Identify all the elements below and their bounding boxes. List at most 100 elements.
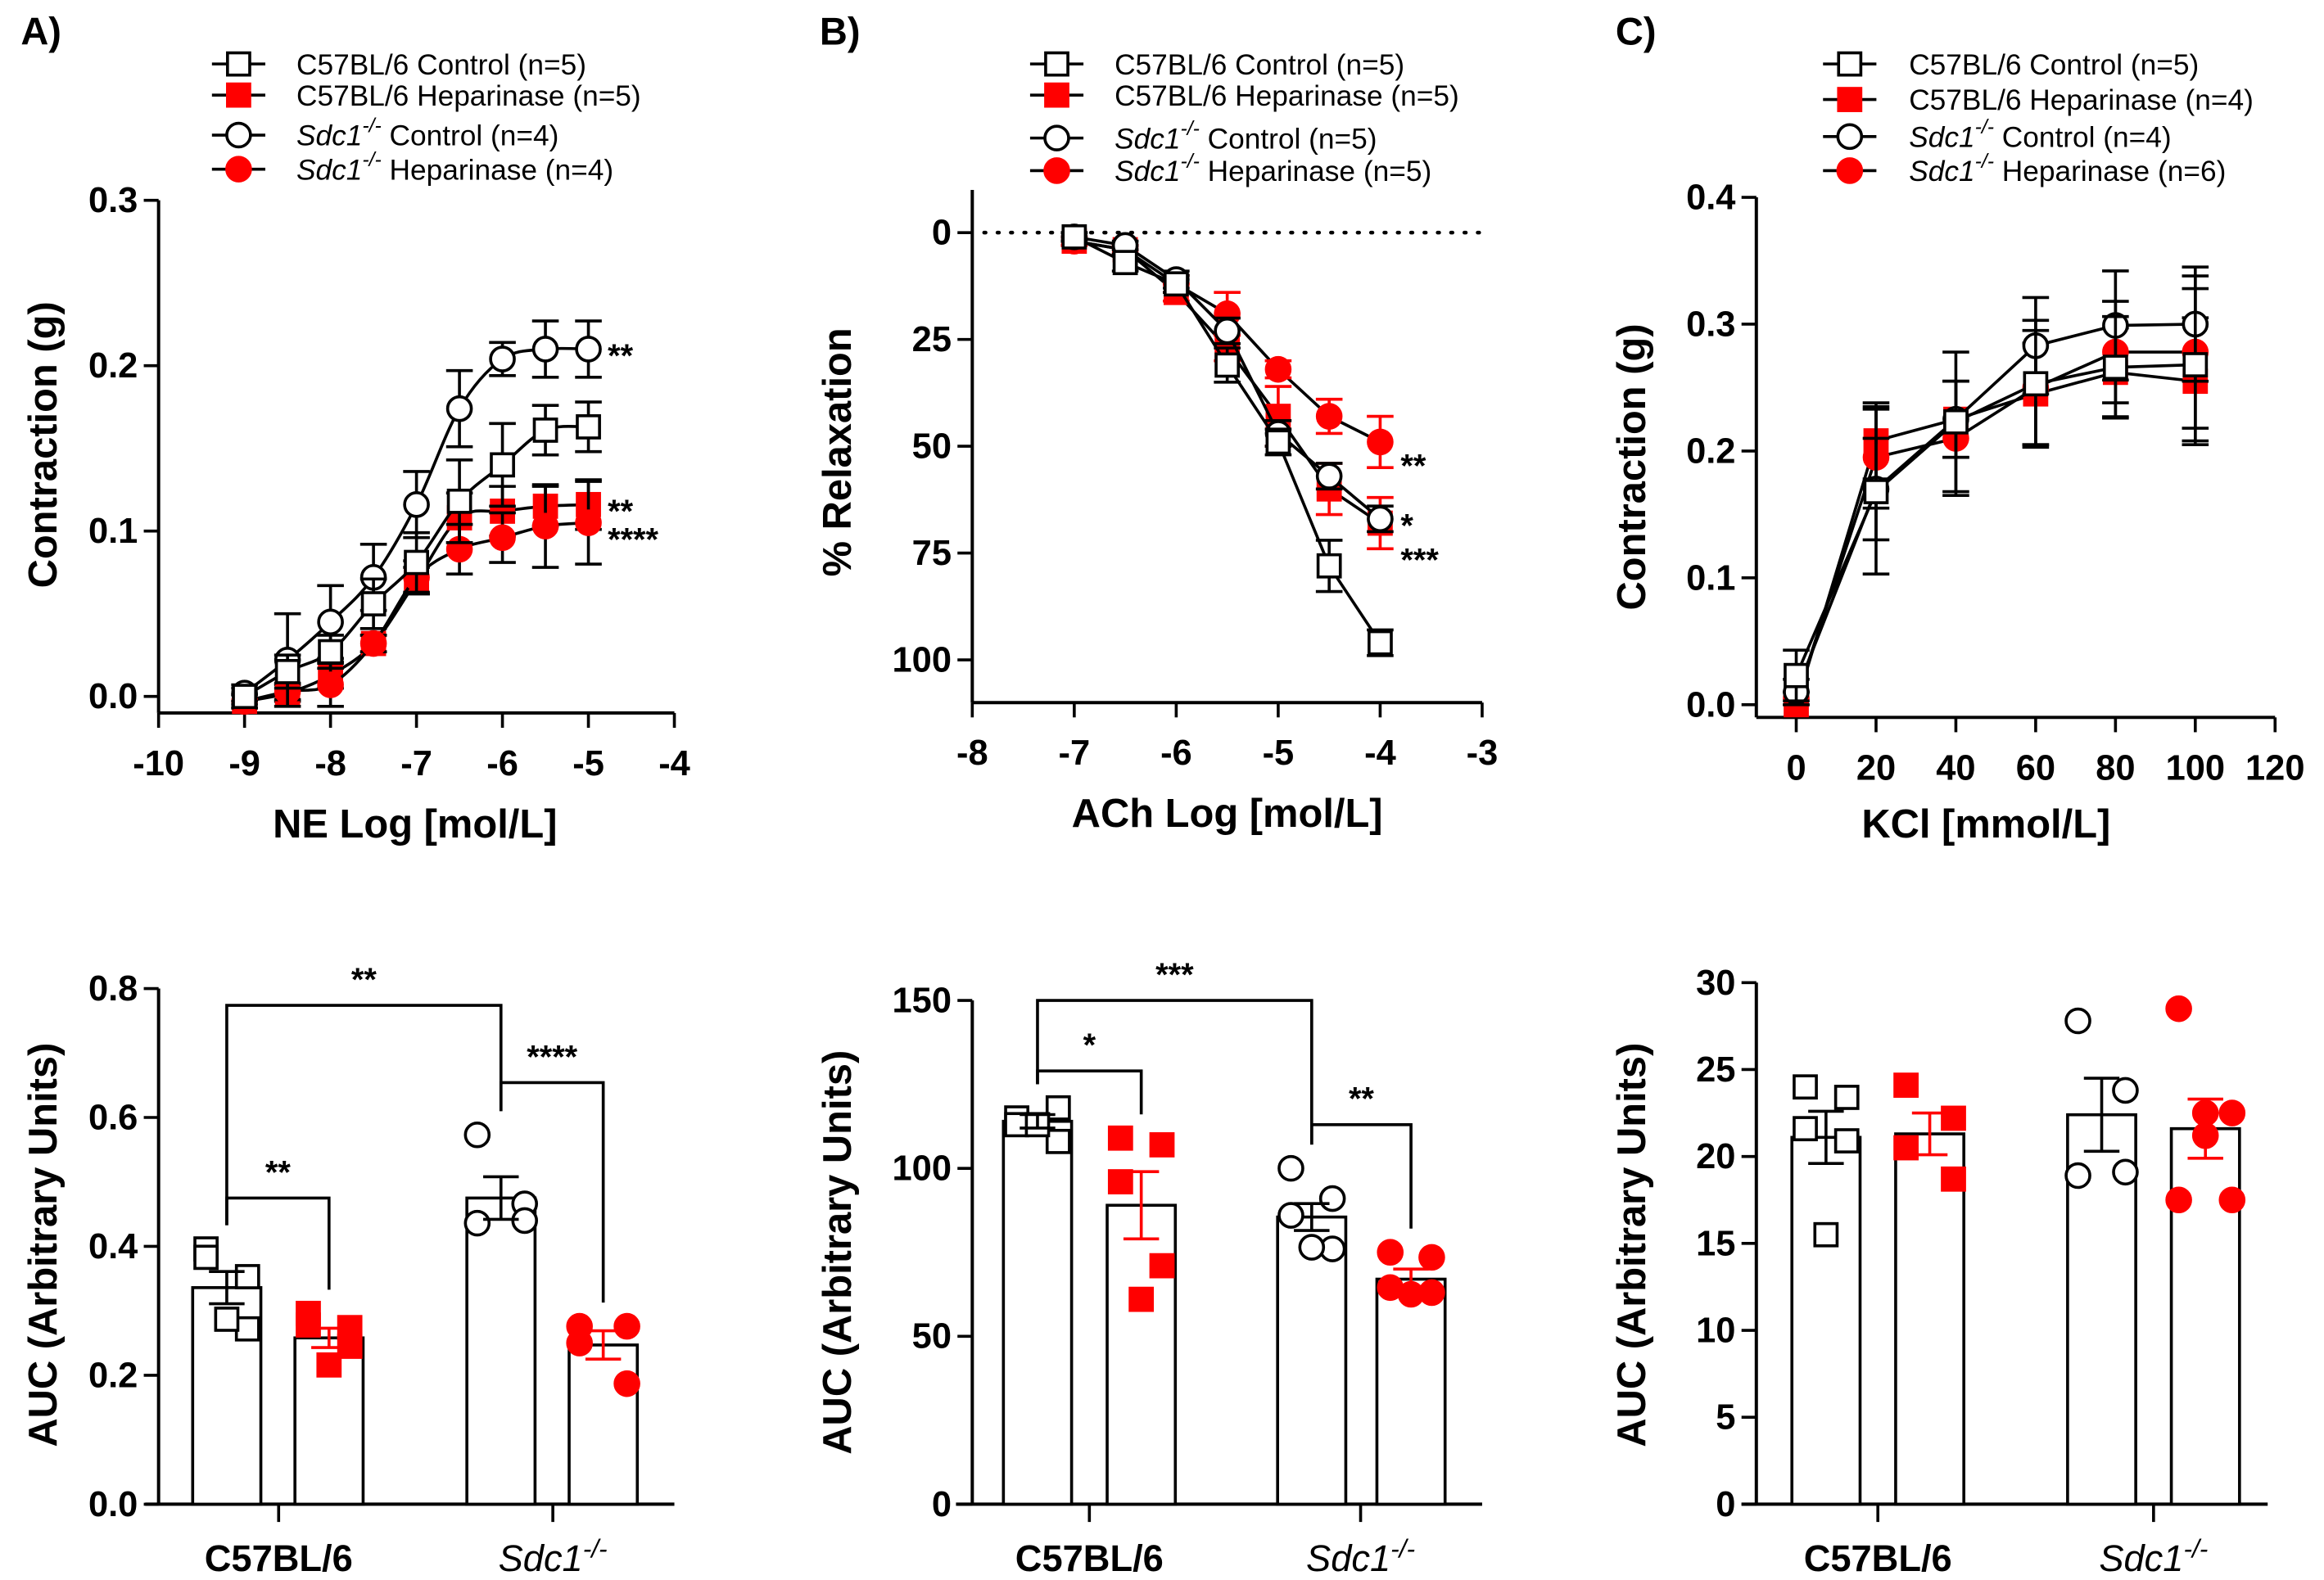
significance-label: ** (351, 962, 377, 998)
series-1 (1783, 316, 2209, 720)
data-point (2023, 371, 2049, 397)
x-tick-label: -8 (956, 734, 988, 773)
data-point (1377, 1239, 1404, 1266)
y-tick-label: 75 (912, 534, 952, 573)
series-0 (1060, 223, 1394, 657)
data-point (1112, 250, 1138, 276)
data-point (296, 1312, 321, 1338)
y-axis-title: Contraction (g) (21, 301, 66, 588)
data-point (2112, 1077, 2139, 1104)
legend-marker (226, 51, 251, 77)
data-point (317, 608, 344, 636)
y-axis-title: AUC (Arbitrary Units) (816, 1050, 860, 1455)
data-point (1061, 223, 1087, 250)
data-point (566, 1329, 593, 1357)
x-tick-label: 120 (2245, 748, 2304, 788)
x-tick-label: -8 (314, 744, 346, 783)
data-point (1367, 428, 1394, 456)
bar (1375, 1277, 1447, 1506)
series-0 (231, 400, 602, 710)
category-label: Sdc1-/- (2099, 1534, 2208, 1579)
category-label-gene: Sdc1 (499, 1537, 583, 1579)
bar-group-2 (463, 1121, 539, 1506)
legend-marker (1836, 123, 1864, 151)
data-point (1315, 403, 1343, 430)
y-tick-label: 0.1 (1686, 558, 1735, 598)
data-point (613, 1370, 640, 1397)
bar-group-1 (1105, 1125, 1178, 1506)
legend-item: Sdc1-/- Control (n=5) (1029, 118, 1377, 155)
bar-group-0 (1001, 1095, 1074, 1506)
y-axis-title: % Relaxation (816, 327, 860, 576)
legend-marker (1044, 82, 1069, 108)
significance-label: ** (608, 494, 633, 530)
category-label: C57BL/6 (205, 1537, 353, 1579)
bar (2169, 1126, 2241, 1506)
data-point (1941, 1166, 1966, 1192)
data-point (531, 336, 559, 363)
data-point (1943, 409, 1969, 435)
x-tick-label: -5 (1263, 734, 1295, 773)
y-tick-label: 0.3 (88, 181, 138, 220)
series-2 (1783, 265, 2209, 706)
legend-label-rest: Control (n=4) (1994, 121, 2172, 153)
data-point (359, 630, 387, 657)
data-point (1941, 1105, 1966, 1131)
legend-label: C57BL/6 Heparinase (n=4) (1909, 84, 2254, 116)
auc-bar-chart-4: 0 50 100 150 C57BL/6 Sdc1-/- AUC (Arbitrary Un… (816, 957, 1482, 1579)
data-point (2218, 1186, 2246, 1214)
x-tick-label: -5 (572, 744, 604, 783)
y-tick-label: 0.2 (88, 1356, 138, 1395)
y-tick-label: 0.4 (1686, 178, 1735, 218)
legend-marker (226, 82, 251, 108)
legend-item: C57BL/6 Heparinase (n=5) (1029, 80, 1459, 112)
data-point (1298, 1234, 1326, 1261)
significance-bracket: ** (1309, 1081, 1413, 1229)
category-label: Sdc1-/- (1306, 1534, 1415, 1579)
legend-label-gene: Sdc1 (1115, 156, 1180, 187)
x-tick-label: 60 (2016, 748, 2055, 788)
data-point (1318, 1185, 1346, 1212)
significance-bracket: ** (225, 1154, 331, 1290)
bar (1790, 1135, 1862, 1506)
category-label-superscript: -/- (1390, 1534, 1415, 1564)
data-point (446, 488, 472, 514)
bar-group-1 (293, 1300, 365, 1506)
data-point (1833, 1085, 1860, 1110)
data-point (1264, 355, 1292, 383)
panel-label: A) (20, 10, 61, 53)
data-point (1149, 1253, 1175, 1279)
y-tick-label: 0.1 (88, 512, 138, 551)
legend-label: C57BL/6 Control (n=5) (296, 49, 586, 81)
data-point (1833, 1128, 1860, 1153)
significance-label: ** (608, 338, 633, 374)
data-point (234, 1316, 260, 1342)
bar (1276, 1215, 1348, 1506)
data-point (193, 1244, 219, 1271)
x-tick-label: -3 (1467, 734, 1499, 773)
data-point (2165, 1186, 2192, 1214)
data-point (489, 524, 516, 552)
data-point (2165, 995, 2192, 1022)
data-point (234, 1264, 260, 1289)
panel-label: B) (820, 10, 861, 53)
data-point (2182, 352, 2209, 377)
bar-group-3 (2165, 995, 2246, 1506)
y-tick-label: 25 (912, 320, 952, 359)
significance-label: **** (608, 521, 658, 558)
category-label: C57BL/6 (1015, 1537, 1164, 1579)
data-point (317, 671, 344, 698)
data-point (2064, 1007, 2091, 1035)
auc-bar-chart-3: 0.0 0.2 0.4 0.6 0.8 C57BL/6 Sdc1-/- AUC (Arbitr… (21, 962, 675, 1579)
legend-item: C57BL/6 Control (n=5) (1029, 49, 1404, 81)
legend-marker (1043, 157, 1070, 184)
category-label-gene: Sdc1 (2099, 1537, 2183, 1579)
bar (465, 1196, 537, 1506)
y-tick-label: 0 (932, 1485, 952, 1524)
series-0 (1783, 287, 2209, 702)
y-axis-title: AUC (Arbitrary Units) (21, 1043, 66, 1447)
data-point (1128, 1286, 1155, 1312)
legend-item: C57BL/6 Heparinase (n=4) (1823, 84, 2254, 116)
data-point (1893, 1072, 1919, 1098)
